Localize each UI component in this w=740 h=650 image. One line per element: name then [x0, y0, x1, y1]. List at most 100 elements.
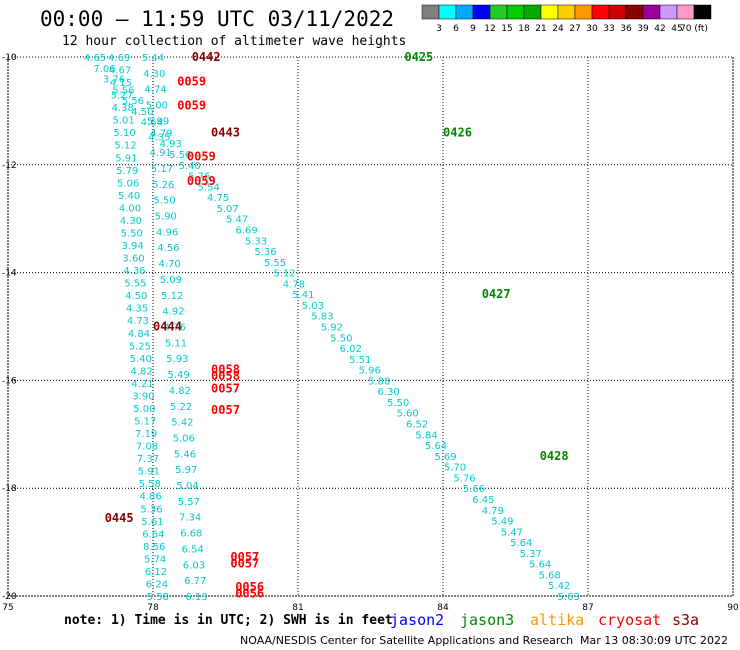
colorbar-label: 24: [552, 24, 564, 34]
satellite-legend: jason2 jason3 altika cryosat s3a: [390, 611, 699, 629]
wave-height-value: 5.36: [254, 247, 276, 258]
wave-height-value: 5.10: [113, 128, 135, 139]
plot-border: [7, 56, 734, 597]
wave-height-value: 6.68: [180, 529, 202, 540]
wave-height-value: 4.21: [131, 379, 153, 390]
pass-label: 0057: [211, 381, 240, 395]
wave-height-value: 5.47: [226, 215, 248, 226]
wave-height-value: 6.77: [184, 576, 206, 587]
wave-height-value: 5.56: [112, 85, 134, 96]
wave-height-value: 5.36: [140, 504, 162, 515]
wave-height-value: 5.49: [167, 370, 189, 381]
wave-height-value: 7.19: [135, 429, 157, 440]
x-tick-label: 81: [292, 603, 303, 613]
wave-height-value: 4.30: [120, 216, 142, 227]
wave-height-value: 5.64: [510, 538, 532, 549]
wave-height-value: 5.66: [463, 484, 485, 495]
chart-title: 00:00 – 11:59 UTC 03/11/2022: [40, 7, 394, 31]
wave-height-value: 5.12: [114, 141, 136, 152]
legend-jason3: jason3: [460, 611, 514, 629]
data-points: 4.694.674.155.274.385.015.105.125.915.79…: [84, 53, 580, 603]
wave-height-value: 4.35: [148, 132, 170, 143]
colorbar-label: 12: [484, 24, 495, 34]
colorbar-label: 6: [453, 24, 459, 34]
wave-height-value: 4.86: [140, 492, 162, 503]
y-tick-label: -18: [2, 484, 17, 494]
chart-subtitle: 12 hour collection of altimeter wave hei…: [62, 34, 406, 49]
wave-height-value: 5.83: [311, 312, 333, 323]
plot-grid: [7, 56, 734, 597]
wave-height-value: 7.34: [179, 513, 201, 524]
colorbar-swatch: [693, 4, 712, 20]
colorbar-swatch: [659, 4, 678, 20]
x-tick-label: 75: [2, 603, 13, 613]
wave-height-value: 5.50: [121, 228, 143, 239]
wave-height-value: 4.69: [108, 53, 130, 64]
wave-height-value: 5.00: [133, 404, 155, 415]
wave-height-value: 4.76: [164, 323, 186, 334]
wave-height-value: 5.79: [116, 166, 138, 177]
wave-height-value: 5.88: [368, 376, 390, 387]
wave-height-value: 5.97: [175, 465, 197, 476]
wave-height-value: 6.52: [406, 420, 428, 431]
wave-height-value: 5.47: [501, 527, 523, 538]
wave-height-value: 5.68: [539, 570, 561, 581]
colorbar-swatch: [608, 4, 627, 20]
wave-height-value: 4.64: [141, 118, 163, 129]
legend-s3a: s3a: [672, 611, 699, 629]
wave-height-value: 5.92: [321, 323, 343, 334]
pass-label: 0427: [482, 287, 511, 301]
wave-height-value: 4.82: [131, 366, 153, 377]
colorbar-swatch: [642, 4, 661, 20]
x-tick-label: 84: [437, 603, 449, 613]
pass-label: 0059: [187, 174, 216, 188]
pass-label: 0059: [187, 150, 216, 164]
wave-height-value: 5.58: [147, 592, 169, 603]
colorbar-label: 33: [603, 24, 614, 34]
y-tick-label: -12: [2, 161, 17, 171]
wave-height-value: 5.55: [264, 258, 286, 269]
wave-height-value: 5.55: [124, 279, 146, 290]
pass-label: 0059: [177, 99, 206, 113]
wave-height-value: 5.41: [292, 290, 314, 301]
wave-height-value: 4.65: [84, 53, 106, 64]
wave-height-value: 5.57: [178, 497, 200, 508]
wave-height-value: 5.44: [142, 53, 164, 64]
wave-height-value: 5.33: [245, 236, 267, 247]
wave-height-value: 5.91: [115, 153, 137, 164]
wave-height-value: 5.51: [349, 355, 371, 366]
wave-height-value: 5.76: [453, 473, 475, 484]
colorbar-swatch: [540, 4, 559, 20]
colorbar-label: 30: [586, 24, 598, 34]
pass-label: 0056: [235, 586, 264, 600]
wave-height-value: 5.69: [434, 452, 456, 463]
colorbar-label: 42: [654, 24, 665, 34]
axis-ticks: 75 78 81 84 87 90 -10 -12 -14 -16 -18 -20: [2, 53, 739, 613]
wave-height-value: 5.40: [130, 354, 152, 365]
footnote: note: 1) Time is in UTC; 2) SWH is in fe…: [64, 613, 393, 628]
wave-height-value: 6.30: [378, 387, 400, 398]
wave-height-value: 4.73: [127, 316, 149, 327]
wave-height-value: 5.04: [176, 481, 198, 492]
wave-height-value: 5.74: [144, 554, 166, 565]
wave-height-value: 4.82: [169, 386, 191, 397]
colorbar-swatch: [506, 4, 525, 20]
pass-label: 0057: [230, 557, 259, 571]
wave-height-value: 5.84: [415, 430, 437, 441]
wave-height-value: 5.99: [147, 116, 169, 127]
wave-height-value: 4.93: [160, 139, 182, 150]
colorbar-swatch: [557, 4, 576, 20]
wave-height-value: 3.60: [122, 254, 144, 265]
pass-label: 0059: [177, 74, 206, 88]
wave-height-value: 5.60: [396, 409, 418, 420]
wave-height-value: 5.93: [166, 354, 188, 365]
pass-label: 0425: [404, 50, 433, 64]
wave-height-value: 6.45: [472, 495, 494, 506]
wave-height-value: 6.54: [182, 544, 204, 555]
wave-height-value: 5.50: [387, 398, 409, 409]
pass-label: 0445: [105, 511, 134, 525]
colorbar-label: 36: [620, 24, 632, 34]
wave-height-value: 5.61: [141, 517, 163, 528]
pass-labels: 0442005900590443005900590444005800580057…: [105, 50, 569, 600]
